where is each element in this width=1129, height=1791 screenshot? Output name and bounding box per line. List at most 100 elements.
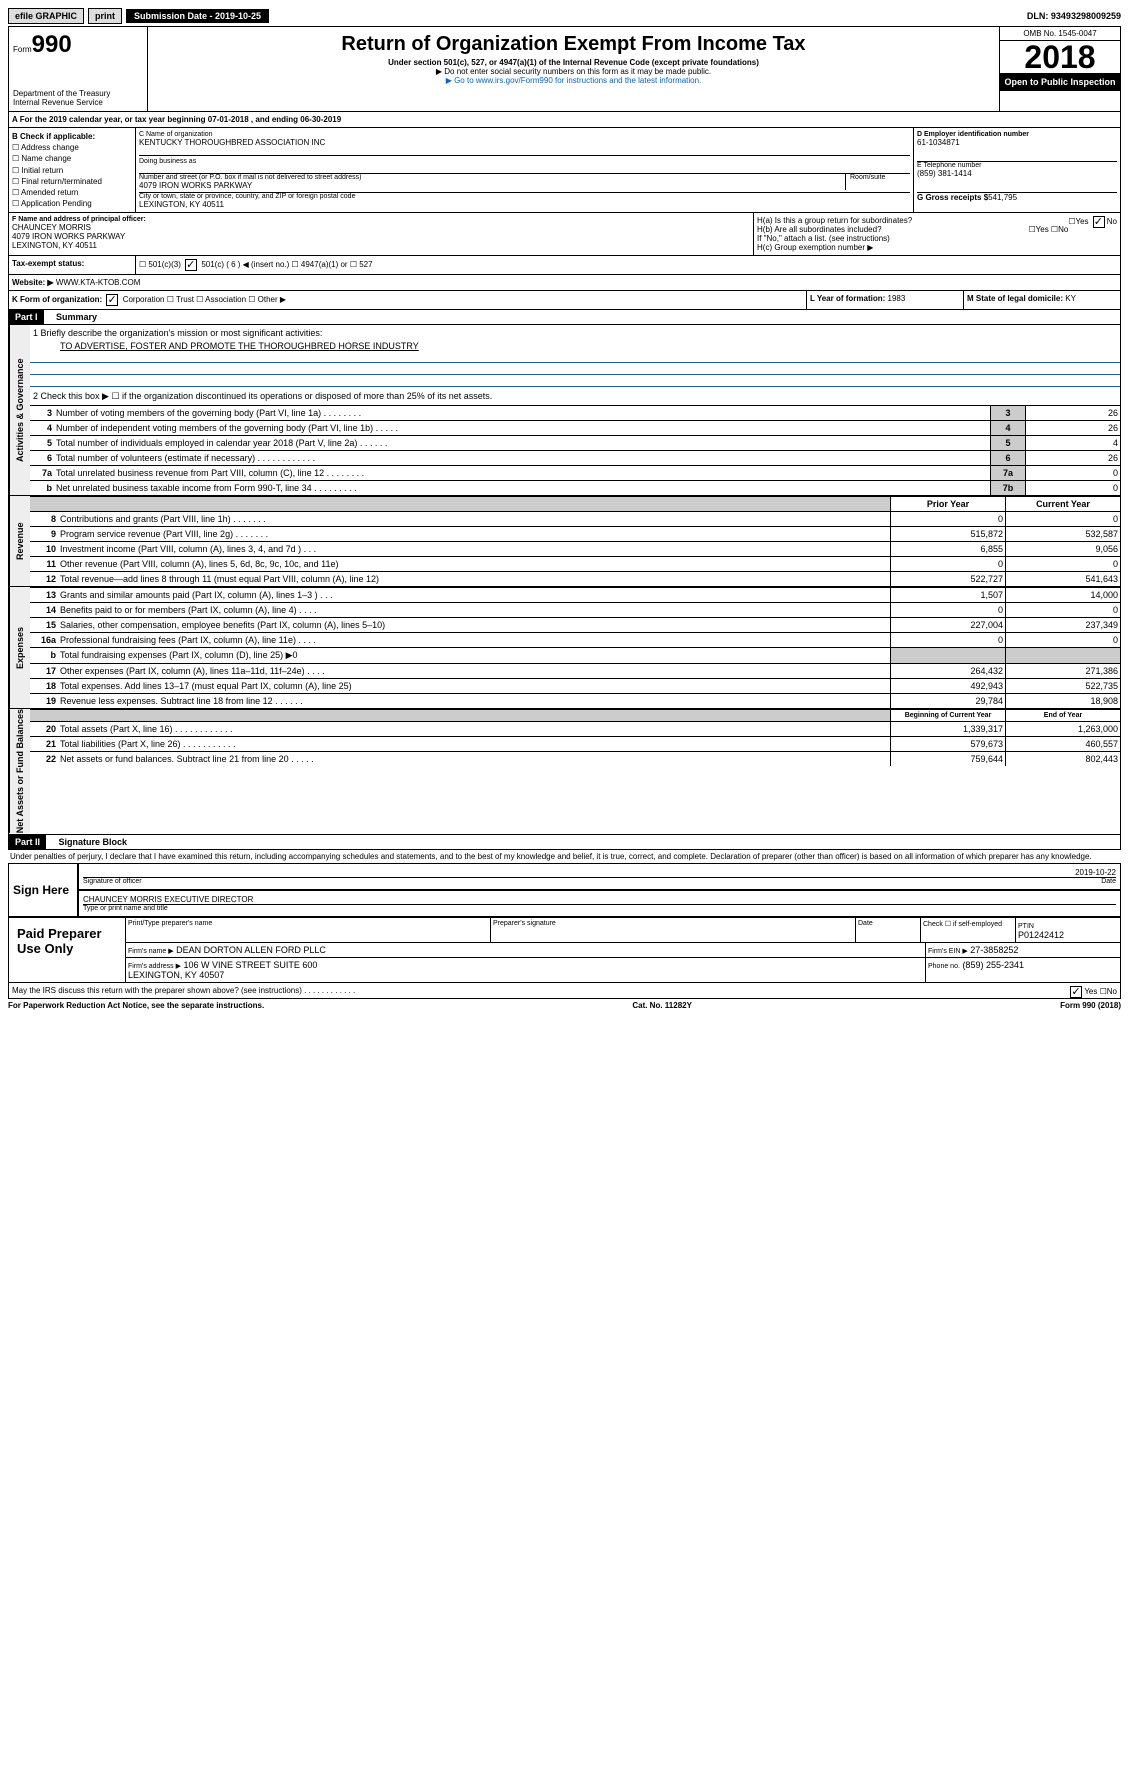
firm-addr-label: Firm's address ▶ [128, 963, 181, 970]
sign-here-label: Sign Here [8, 863, 78, 917]
k-corp-check[interactable] [106, 294, 118, 306]
form-title: Return of Organization Exempt From Incom… [152, 33, 995, 56]
org-address: 4079 IRON WORKS PARKWAY [139, 181, 845, 190]
box-b: B Check if applicable: ☐ Address change … [9, 128, 136, 212]
year-formation: 1983 [888, 294, 906, 303]
opt-501c3[interactable]: 501(c)(3) [148, 260, 180, 269]
form-subtitle: Under section 501(c), 527, or 4947(a)(1)… [152, 58, 995, 67]
firm-name: DEAN DORTON ALLEN FORD PLLC [176, 945, 326, 955]
chk-name[interactable]: Name change [21, 154, 71, 163]
part1-hdr: Part I [9, 310, 44, 324]
k-corp: Corporation [123, 295, 165, 304]
prep-sig-label: Preparer's signature [491, 918, 856, 942]
open-to-public: Open to Public Inspection [1000, 73, 1120, 91]
k-other[interactable]: Other ▶ [258, 295, 286, 304]
form-note1: ▶ Do not enter social security numbers o… [152, 67, 995, 76]
k-trust[interactable]: Trust [176, 295, 194, 304]
date-label: Date [1101, 878, 1116, 885]
sig-officer-label: Signature of officer [83, 878, 142, 885]
box-k: K Form of organization: Corporation ☐ Tr… [9, 291, 807, 309]
firm-phone-label: Phone no. [928, 963, 960, 970]
sign-here-block: Sign Here 2019-10-22 Signature of office… [8, 863, 1121, 917]
ha-no-check[interactable] [1093, 216, 1105, 228]
paid-prep-label: Paid Preparer Use Only [9, 918, 126, 982]
paid-preparer-block: Paid Preparer Use Only Print/Type prepar… [8, 917, 1121, 983]
page-footer: For Paperwork Reduction Act Notice, see … [8, 999, 1121, 1012]
irs-link[interactable]: ▶ Go to www.irs.gov/Form990 for instruct… [446, 76, 702, 85]
mission-text: TO ADVERTISE, FOSTER AND PROMOTE THE THO… [30, 341, 1120, 351]
k-label: K Form of organization: [12, 295, 102, 304]
box-c: C Name of organization KENTUCKY THOROUGH… [136, 128, 914, 212]
chk-pending[interactable]: Application Pending [21, 199, 92, 208]
phone-value: (859) 381-1414 [917, 169, 1117, 178]
efile-label: efile GRAPHIC [8, 8, 84, 24]
form-label: Form [13, 45, 32, 54]
ptin-label: PTIN [1018, 923, 1034, 930]
line1: 1 Briefly describe the organization's mi… [30, 325, 1120, 341]
org-name-label: C Name of organization [139, 131, 910, 138]
h-note: If "No," attach a list. (see instruction… [757, 234, 1117, 243]
print-button[interactable]: print [88, 8, 122, 24]
sig-date: 2019-10-22 [1075, 868, 1116, 877]
form-number: 990 [32, 31, 72, 58]
discuss-yes[interactable] [1070, 986, 1082, 998]
mission-line [30, 352, 1120, 363]
box-m: M State of legal domicile: KY [964, 291, 1120, 309]
firm-ein-label: Firm's EIN ▶ [928, 948, 968, 955]
period-line: A For the 2019 calendar year, or tax yea… [9, 112, 1120, 127]
part1-title: Summary [46, 312, 97, 322]
opt-4947[interactable]: 4947(a)(1) or [301, 260, 348, 269]
opt-527[interactable]: 527 [359, 260, 372, 269]
perjury-text: Under penalties of perjury, I declare th… [8, 850, 1121, 863]
box-f: F Name and address of principal officer:… [9, 213, 754, 255]
tax-year: 2018 [1000, 41, 1120, 73]
officer-addr: 4079 IRON WORKS PARKWAY LEXINGTON, KY 40… [12, 232, 750, 250]
top-bar: efile GRAPHIC print Submission Date - 20… [8, 8, 1121, 24]
dba-label: Doing business as [139, 155, 910, 165]
vlabel-activities: Activities & Governance [9, 325, 30, 495]
discuss-text: May the IRS discuss this return with the… [12, 986, 355, 995]
part2-hdr: Part II [9, 835, 46, 849]
phone-label: E Telephone number [917, 162, 1117, 169]
box-i-opts: ☐ 501(c)(3) 501(c) ( 6 ) ◀ (insert no.) … [136, 256, 1120, 274]
mission-line [30, 376, 1120, 387]
form-header: Form990 Department of the Treasury Inter… [8, 26, 1121, 112]
org-name: KENTUCKY THOROUGHBRED ASSOCIATION INC [139, 138, 910, 147]
org-city: LEXINGTON, KY 40511 [139, 200, 910, 209]
dept-label: Department of the Treasury Internal Reve… [13, 89, 143, 107]
box-b-label: B Check if applicable: [12, 132, 95, 141]
website-value: WWW.KTA-KTOB.COM [56, 278, 141, 287]
officer-printed: CHAUNCEY MORRIS EXECUTIVE DIRECTOR [83, 895, 1116, 905]
room-label: Room/suite [845, 174, 910, 190]
mission-line [30, 364, 1120, 375]
submission-date: Submission Date - 2019-10-25 [126, 9, 269, 23]
firm-ein: 27-3858252 [970, 945, 1018, 955]
chk-final[interactable]: Final return/terminated [21, 177, 101, 186]
opt-501c-check[interactable] [185, 259, 197, 271]
dln-label: DLN: 93493298009259 [1027, 11, 1121, 21]
h-b: H(b) Are all subordinates included? [757, 225, 882, 234]
ptin-value: P01242412 [1018, 930, 1064, 940]
self-emp-label: Check ☐ if self-employed [921, 918, 1016, 942]
h-a: H(a) Is this a group return for subordin… [757, 216, 912, 225]
domicile: KY [1065, 294, 1076, 303]
officer-name: CHAUNCEY MORRIS [12, 223, 750, 232]
officer-label: F Name and address of principal officer: [12, 216, 146, 223]
chk-amended[interactable]: Amended return [21, 188, 78, 197]
chk-address[interactable]: Address change [21, 143, 79, 152]
cat-number: Cat. No. 11282Y [632, 1001, 692, 1010]
discuss-row: May the IRS discuss this return with the… [8, 983, 1121, 999]
k-assoc[interactable]: Association [205, 295, 246, 304]
h-c: H(c) Group exemption number ▶ [757, 243, 1117, 252]
form-ref: Form 990 (2018) [1060, 1001, 1121, 1010]
opt-501c: 501(c) ( 6 ) ◀ (insert no.) [201, 260, 289, 269]
chk-initial[interactable]: Initial return [21, 166, 63, 175]
type-label: Type or print name and title [83, 905, 1116, 912]
box-i-label: Tax-exempt status: [9, 256, 136, 274]
receipts-value: 541,795 [988, 193, 1017, 202]
firm-phone: (859) 255-2341 [962, 960, 1024, 970]
paperwork-notice: For Paperwork Reduction Act Notice, see … [8, 1001, 264, 1010]
website-label: Website: ▶ [12, 278, 54, 287]
prep-name-label: Print/Type preparer's name [126, 918, 491, 942]
receipts-label: G Gross receipts $ [917, 193, 988, 202]
